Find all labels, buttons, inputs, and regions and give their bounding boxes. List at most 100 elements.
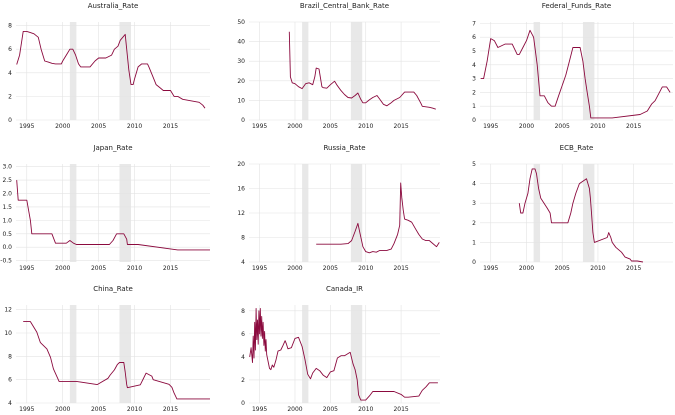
recession-band — [582, 22, 595, 120]
recession-band — [582, 164, 595, 262]
x-tick-label: 2010 — [127, 406, 142, 413]
y-tick-label: 4 — [241, 354, 245, 361]
x-tick-label: 2015 — [163, 406, 178, 413]
y-tick-label: 6 — [472, 34, 476, 41]
y-tick-label: 8 — [241, 308, 245, 315]
y-tick-label: 0 — [472, 117, 476, 124]
y-tick-label: 8 — [8, 353, 12, 360]
y-tick-label: 4 — [472, 181, 476, 188]
y-tick-label: 10 — [237, 97, 245, 104]
recession-band — [69, 22, 77, 120]
y-tick-label: 6 — [241, 331, 245, 338]
y-tick-label: 3.0 — [2, 164, 12, 171]
x-tick-label: 2015 — [393, 265, 408, 272]
panel-china-rate: 4 6 8 10 12 1995 2000 2005 2010 2015 China_Rate — [4, 285, 210, 413]
x-tick-label: 1995 — [483, 265, 498, 272]
y-tick-label: 4 — [241, 259, 245, 266]
series-line — [288, 31, 436, 110]
x-tick-label: 2015 — [163, 123, 178, 130]
x-tick-label: 2000 — [287, 123, 302, 130]
y-tick-label: 1.0 — [2, 217, 12, 224]
y-tick-label: 2 — [472, 220, 476, 227]
x-tick-label: 2000 — [55, 265, 70, 272]
series-line — [16, 30, 206, 109]
x-tick-label: 2010 — [358, 265, 373, 272]
y-tick-label: 8 — [8, 23, 12, 30]
y-tick-label: 0 — [472, 259, 476, 266]
y-tick-label: 0.5 — [2, 231, 12, 238]
x-tick-label: 1995 — [19, 265, 34, 272]
recession-band — [350, 22, 363, 120]
recession-band — [69, 164, 77, 262]
y-tick-label: 16 — [237, 186, 245, 193]
x-tick-label: 2005 — [91, 265, 106, 272]
x-tick-label: 1995 — [19, 123, 34, 130]
y-tick-label: 20 — [237, 78, 245, 85]
panel-ecb-rate: 0 1 2 3 4 5 1995 2000 2005 2010 2015 ECB_Rate — [472, 144, 673, 272]
x-tick-label: 1995 — [252, 406, 267, 413]
series-line — [249, 308, 438, 401]
y-tick-label: -0.5 — [0, 258, 12, 265]
y-tick-label: 2.5 — [2, 177, 12, 184]
x-tick-label: 2000 — [287, 406, 302, 413]
x-tick-label: 2010 — [590, 265, 605, 272]
y-tick-label: 5 — [472, 161, 476, 168]
series-line — [480, 29, 671, 119]
recession-band — [119, 22, 131, 120]
x-tick-label: 2005 — [91, 406, 106, 413]
x-tick-label: 2015 — [626, 123, 641, 130]
panel-title: Russia_Rate — [323, 144, 365, 152]
panel-title: Canada_IR — [326, 285, 363, 293]
x-tick-label: 2015 — [393, 406, 408, 413]
y-tick-label: 1.5 — [2, 204, 12, 211]
y-tick-label: 12 — [4, 307, 12, 314]
recession-band — [350, 305, 363, 403]
y-tick-label: 4 — [8, 70, 12, 77]
y-tick-label: 50 — [237, 19, 245, 26]
x-tick-label: 1995 — [252, 123, 267, 130]
panel-title: Brazil_Central_Bank_Rate — [300, 2, 389, 10]
y-tick-label: 4 — [8, 400, 12, 407]
x-tick-label: 2005 — [91, 123, 106, 130]
y-tick-label: 7 — [472, 20, 476, 27]
x-tick-label: 2000 — [287, 265, 302, 272]
panel-brazil-central-bank-rate: 0 10 20 30 40 50 1995 2000 2005 2010 2015 Brazil_Ce… — [237, 2, 440, 130]
recession-band — [119, 305, 131, 403]
y-tick-label: 6 — [8, 46, 12, 53]
x-tick-label: 2005 — [555, 265, 570, 272]
y-tick-label: 8 — [241, 235, 245, 242]
x-tick-label: 2005 — [555, 123, 570, 130]
x-tick-label: 1995 — [483, 123, 498, 130]
x-tick-label: 2000 — [519, 123, 534, 130]
recession-band — [302, 22, 309, 120]
series-line — [16, 180, 210, 251]
x-tick-label: 2010 — [358, 406, 373, 413]
y-tick-label: 2 — [472, 89, 476, 96]
y-tick-label: 2.0 — [2, 191, 12, 198]
panel-title: ECB_Rate — [560, 144, 594, 152]
y-tick-label: 4 — [472, 62, 476, 69]
y-tick-label: 1 — [472, 103, 476, 110]
y-tick-label: 30 — [237, 58, 245, 65]
y-tick-label: 6 — [8, 377, 12, 384]
recession-band — [302, 305, 309, 403]
panel-title: Federal_Funds_Rate — [542, 2, 611, 10]
x-tick-label: 2015 — [626, 265, 641, 272]
x-tick-label: 2010 — [358, 123, 373, 130]
y-tick-label: 0 — [241, 400, 245, 407]
panel-title: Japan_Rate — [92, 144, 132, 152]
y-tick-label: 0.0 — [2, 244, 12, 251]
y-tick-label: 0 — [8, 117, 12, 124]
recession-band — [69, 305, 77, 403]
x-tick-label: 2010 — [590, 123, 605, 130]
x-tick-label: 1995 — [19, 406, 34, 413]
y-tick-label: 20 — [237, 161, 245, 168]
y-tick-label: 10 — [4, 330, 12, 337]
panel-title: Australia_Rate — [88, 2, 139, 10]
y-tick-label: 3 — [472, 200, 476, 207]
y-tick-label: 3 — [472, 76, 476, 83]
panel-federal-funds-rate: 0 1 2 3 4 5 6 7 1995 2000 2005 2010 2015 Federal_Fund… — [472, 2, 673, 130]
x-tick-label: 2010 — [127, 123, 142, 130]
x-tick-label: 2005 — [323, 265, 338, 272]
